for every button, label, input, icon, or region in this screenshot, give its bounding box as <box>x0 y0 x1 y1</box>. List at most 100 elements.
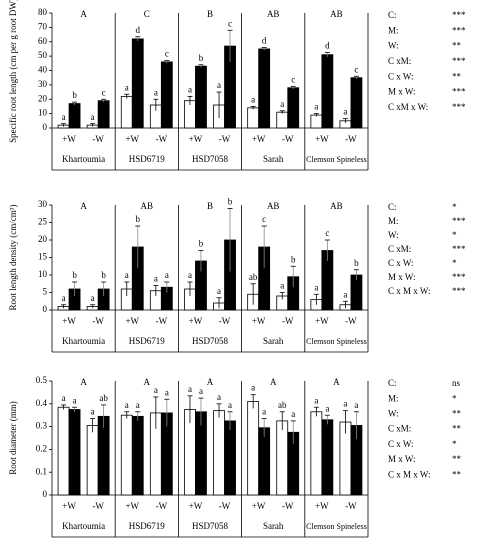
y-tick-label: 60 <box>38 36 48 46</box>
significance-letter: a <box>314 395 318 405</box>
bar <box>86 425 99 496</box>
significance-letter: a <box>217 392 221 402</box>
stat-significance: *** <box>452 10 466 20</box>
significance-letter: c <box>325 228 329 238</box>
y-axis-label: Root length density (cm/cm³) <box>8 205 18 311</box>
significance-letter: d <box>325 41 330 51</box>
category-label: -W <box>282 316 294 326</box>
category-label: +W <box>252 501 266 511</box>
y-tick-label: 0.1 <box>36 466 47 476</box>
significance-letter: b <box>354 258 359 268</box>
bar <box>310 411 323 496</box>
y-tick-label: 5 <box>43 287 48 297</box>
y-tick-label: 70 <box>38 21 48 31</box>
significance-letter: a <box>262 407 266 417</box>
significance-letter: a <box>125 82 129 92</box>
y-tick-label: 0 <box>43 304 48 314</box>
stat-term: M x W: <box>388 272 416 282</box>
significance-letter: a <box>280 99 284 109</box>
significance-letter: a <box>217 80 221 90</box>
group-letter: B <box>207 9 213 19</box>
category-label: -W <box>219 134 231 144</box>
significance-letter: c <box>165 49 169 59</box>
bar <box>195 65 207 129</box>
significance-letter: a <box>343 107 347 117</box>
significance-letter: a <box>165 387 169 397</box>
category-label: +W <box>189 134 203 144</box>
category-label: +W <box>125 134 139 144</box>
significance-letter: c <box>102 87 106 97</box>
category-label: +W <box>125 501 139 511</box>
significance-letter: a <box>188 384 192 394</box>
bar <box>321 54 334 129</box>
y-tick-label: 0.4 <box>36 398 48 408</box>
stat-significance: * <box>452 439 457 449</box>
significance-letter: b <box>101 270 106 280</box>
y-tick-label: 80 <box>38 7 48 17</box>
bar <box>131 38 144 129</box>
group-label: Clemson Spineless <box>306 522 367 531</box>
category-label: +W <box>252 134 266 144</box>
stat-significance: ** <box>452 408 462 418</box>
category-label: -W <box>92 316 104 326</box>
y-tick-label: 0.3 <box>36 421 48 431</box>
significance-letter: a <box>62 393 66 403</box>
y-axis-label: Specific root length (cm per g root DW) <box>8 0 18 143</box>
bar <box>68 103 81 129</box>
group-label: Clemson Spineless <box>306 337 367 346</box>
group-label: HSD7058 <box>192 154 229 164</box>
category-label: -W <box>282 501 294 511</box>
group-label: Khartoumia <box>62 336 105 346</box>
bar <box>68 409 81 496</box>
y-tick-label: 40 <box>38 65 48 75</box>
stat-term: C xM: <box>388 244 411 254</box>
category-label: -W <box>345 134 357 144</box>
category-label: +W <box>62 316 76 326</box>
group-label: HSD6719 <box>129 521 166 531</box>
category-label: -W <box>156 134 168 144</box>
group-letter: AB <box>330 201 343 211</box>
category-label: +W <box>62 134 76 144</box>
bar <box>247 401 260 496</box>
category-label: +W <box>62 501 76 511</box>
stat-term: M x W: <box>388 454 416 464</box>
significance-letter: a <box>154 87 158 97</box>
stat-significance: * <box>452 202 457 212</box>
significance-letter: a <box>165 270 169 280</box>
y-tick-label: 30 <box>38 199 48 209</box>
stat-significance: ** <box>452 424 462 434</box>
y-tick-label: 15 <box>38 252 48 262</box>
bar <box>258 48 271 129</box>
group-letter: AB <box>267 201 280 211</box>
category-label: -W <box>282 134 294 144</box>
group-letter: A <box>207 377 214 387</box>
group-letter: C <box>144 9 150 19</box>
group-letter: B <box>207 201 213 211</box>
bar <box>258 427 271 496</box>
significance-letter: a <box>125 400 129 410</box>
significance-letter: b <box>199 53 204 63</box>
group-letter: AB <box>141 201 154 211</box>
stat-significance: *** <box>452 272 466 282</box>
group-label: Sarah <box>263 154 284 164</box>
group-letter: A <box>144 377 151 387</box>
category-label: -W <box>156 316 168 326</box>
significance-letter: a <box>291 409 295 419</box>
stat-significance: ** <box>452 71 462 81</box>
group-label: Sarah <box>263 336 284 346</box>
group-letter: A <box>270 377 277 387</box>
stat-significance: *** <box>452 286 466 296</box>
group-label: HSD7058 <box>192 521 229 531</box>
significance-letter: c <box>354 64 358 74</box>
significance-letter: a <box>314 282 318 292</box>
group-label: Clemson Spineless <box>306 155 367 164</box>
significance-letter: b <box>291 254 296 264</box>
bar <box>287 87 300 129</box>
stat-term: C x M x W: <box>388 286 431 296</box>
significance-letter: c <box>291 74 295 84</box>
group-label: Sarah <box>263 521 284 531</box>
bar <box>120 414 133 496</box>
significance-letter: a <box>280 281 284 291</box>
group-label: Khartoumia <box>62 521 105 531</box>
stat-term: C x W: <box>388 258 414 268</box>
